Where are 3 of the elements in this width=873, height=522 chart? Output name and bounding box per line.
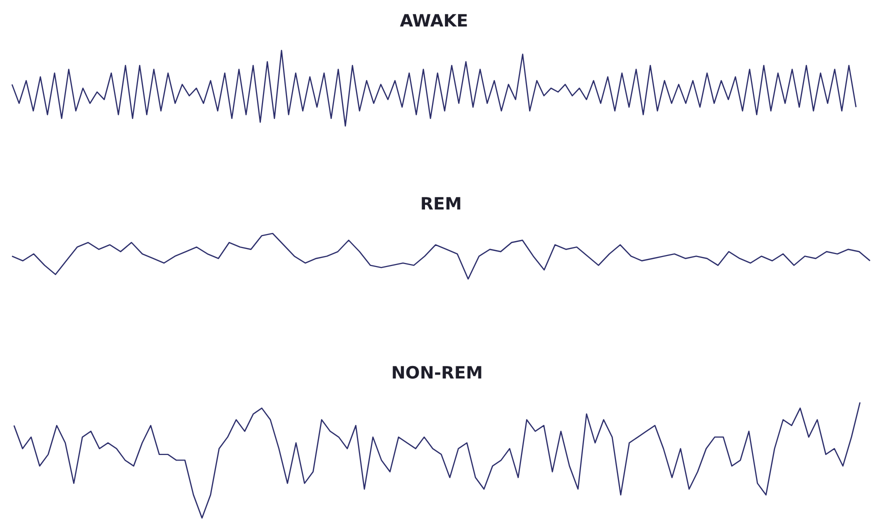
chart-title: NON-REM bbox=[391, 364, 483, 384]
chart-title: REM bbox=[420, 194, 462, 215]
chart-title: AWAKE bbox=[400, 12, 468, 32]
